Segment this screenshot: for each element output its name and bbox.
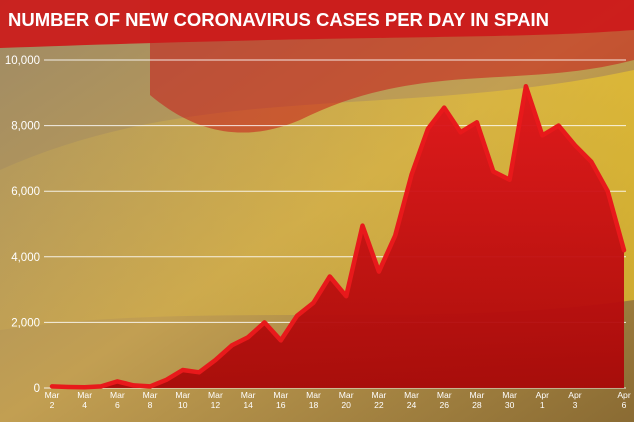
data-point <box>344 294 348 298</box>
data-point <box>246 335 250 339</box>
data-point <box>540 133 544 138</box>
cases-area <box>52 86 624 388</box>
data-point <box>458 130 463 134</box>
data-point <box>279 338 283 343</box>
data-point <box>66 385 70 389</box>
data-point <box>409 173 414 177</box>
y-tick-label: 4,000 <box>11 252 40 264</box>
x-tick-label: Mar 30 <box>502 390 517 410</box>
y-axis-ticks: 0 2,000 4,000 6,000 8,000 10,000 <box>5 55 40 395</box>
data-point <box>213 358 218 362</box>
chart-title: NUMBER OF NEW CORONAVIRUS CASES PER DAY … <box>8 9 549 30</box>
data-point <box>230 343 234 347</box>
y-tick-label: 10,000 <box>5 55 40 67</box>
x-tick-label: Mar 20 <box>339 390 354 410</box>
data-point <box>115 379 119 384</box>
data-point <box>393 233 397 238</box>
data-point <box>99 384 103 388</box>
x-tick-label: Mar 6 <box>110 390 125 410</box>
data-point <box>475 120 479 124</box>
data-point <box>83 385 87 389</box>
x-tick-label: Mar 22 <box>371 390 386 410</box>
data-point <box>524 84 528 88</box>
data-point <box>442 105 446 110</box>
y-tick-label: 2,000 <box>11 317 40 329</box>
x-tick-label: Mar 16 <box>273 390 288 410</box>
y-tick-label: 0 <box>34 383 40 395</box>
x-tick-label: Mar 4 <box>77 390 92 410</box>
y-tick-label: 8,000 <box>11 121 40 133</box>
data-point <box>573 143 577 147</box>
data-point <box>426 127 430 131</box>
x-tick-label: Apr 3 <box>568 390 582 410</box>
x-tick-label: Mar 26 <box>437 390 452 410</box>
data-point <box>360 224 365 228</box>
data-point <box>262 320 267 324</box>
data-point <box>148 384 152 388</box>
x-tick-label: Mar 8 <box>143 390 158 410</box>
x-tick-label: Mar 10 <box>175 390 190 410</box>
data-point <box>606 189 610 193</box>
x-tick-label: Mar 18 <box>306 390 321 410</box>
data-point <box>377 269 381 274</box>
x-tick-label: Mar 24 <box>404 390 419 410</box>
data-point <box>622 248 626 252</box>
x-tick-label: Apr 6 <box>617 390 631 410</box>
cases-line <box>49 83 627 390</box>
data-point <box>311 301 316 305</box>
data-point <box>508 178 512 182</box>
y-tick-label: 6,000 <box>11 186 40 198</box>
x-tick-label: Mar 28 <box>470 390 485 410</box>
data-points <box>50 84 626 389</box>
data-point <box>328 274 332 279</box>
data-point <box>557 124 561 128</box>
x-axis-ticks: Mar 2 Mar 4 Mar 6 Mar 8 Mar 10 Mar 12 Mar 14 Mar 16 Mar 1… <box>45 390 631 410</box>
data-point <box>164 378 168 382</box>
data-point <box>589 160 593 164</box>
data-point <box>50 384 54 388</box>
data-series <box>49 83 627 390</box>
x-tick-label: Mar 12 <box>208 390 223 410</box>
data-point <box>132 383 136 387</box>
data-point <box>197 370 201 374</box>
x-tick-label: Mar 2 <box>45 390 60 410</box>
data-point <box>491 169 495 174</box>
x-tick-label: Mar 14 <box>241 390 256 410</box>
data-point <box>181 368 185 372</box>
data-point <box>295 314 299 318</box>
title-bar <box>0 0 634 48</box>
x-tick-label: Apr 1 <box>536 390 550 410</box>
